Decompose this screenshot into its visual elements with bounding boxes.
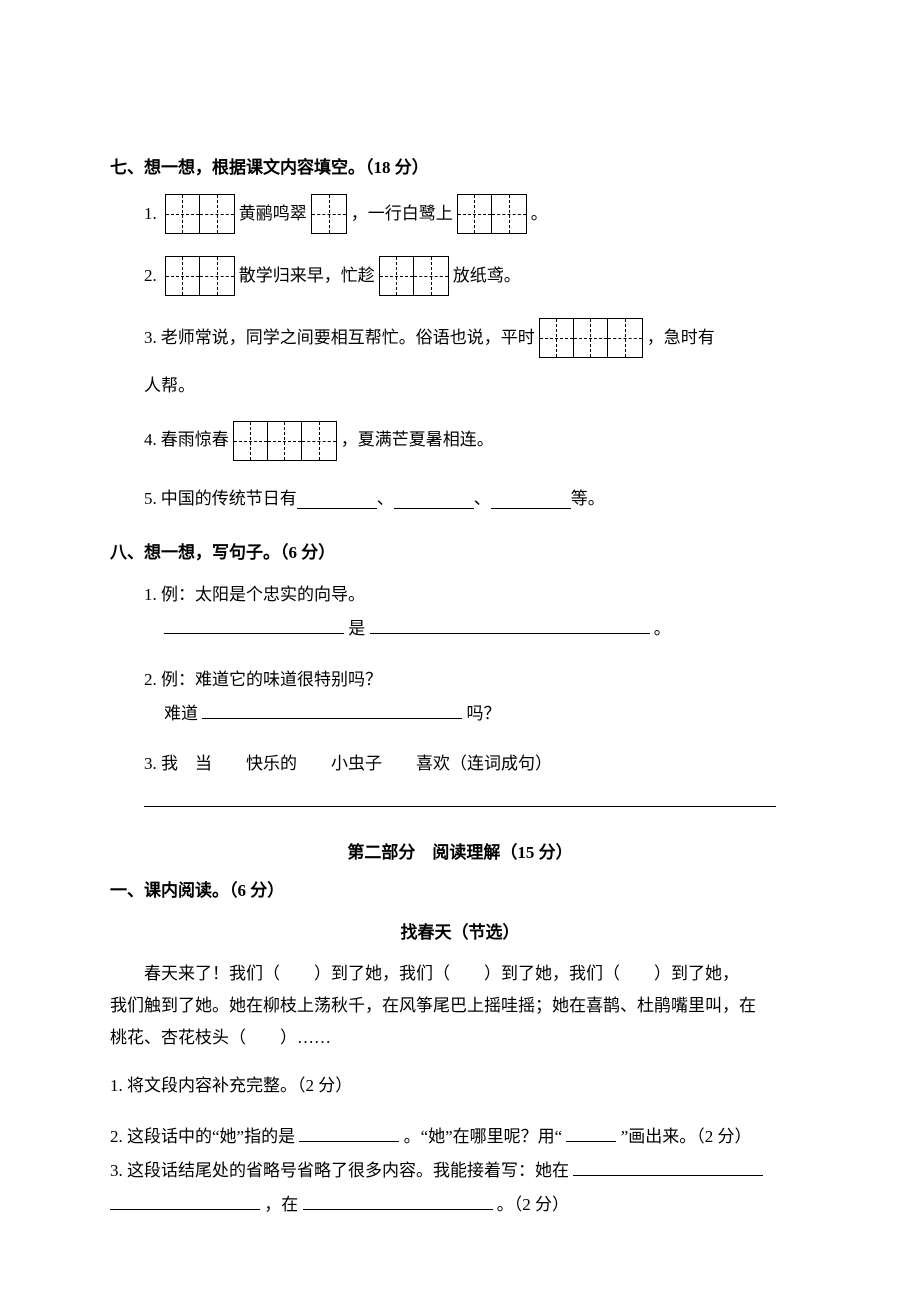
q3-pre: 老师常说，同学之间要相互帮忙。俗语也说，平时 [161,322,535,354]
q4-pre: 春雨惊春 [161,424,229,456]
r1-q2-pre: 2. 这段话中的“她”指的是 [110,1127,295,1146]
q3-mid: ，急时有 [647,322,715,354]
q5-pre: 中国的传统节日有 [161,483,297,515]
section7-q3-line1: 3. 老师常说，同学之间要相互帮忙。俗语也说，平时 ，急时有 [144,318,810,358]
s8-q2-tail: 吗？ [467,704,501,723]
q2-tail: 放纸鸢。 [453,260,521,292]
section7-title: 七、想一想，根据课文内容填空。（18 分） [110,152,810,184]
s8-q2-pre: 难道 [164,704,198,723]
r1-q2-blank2[interactable] [566,1141,616,1142]
reading1-passage-line2: 我们触到了她。她在柳枝上荡秋千，在风筝尾巴上摇哇摇；她在喜鹊、杜鹃嘴里叫，在 [110,990,810,1022]
section8-title: 八、想一想，写句子。（6 分） [110,537,810,569]
section8-q3: 3. 我 当 快乐的 小虫子 喜欢（连词成句） [144,748,810,780]
q4-boxes[interactable] [233,421,337,461]
s8-q1-blank2[interactable] [370,633,650,634]
q1-boxes3[interactable] [457,194,527,234]
r1-q3-pre: 3. 这段话结尾处的省略号省略了很多内容。我能接着写：她在 [110,1161,569,1180]
r1-q3-blank2[interactable] [110,1209,260,1210]
q3-num: 3. [144,322,157,354]
q5-sep2: 、 [474,483,491,515]
r1-q2-mid2: ”画出来。（2 分） [621,1127,752,1146]
section7-q1: 1. 黄鹂鸣翠 ，一行白鹭上 。 [144,194,810,234]
reading1-q1: 1. 将文段内容补充完整。（2 分） [110,1070,810,1102]
q5-tail: 等。 [571,483,605,515]
reading1-q3: 3. 这段话结尾处的省略号省略了很多内容。我能接着写：她在 ，在 。（2 分） [110,1155,810,1222]
q1-boxes2[interactable] [311,194,347,234]
q1-boxes1[interactable] [165,194,235,234]
q2-mid1: 散学归来早，忙趁 [239,260,375,292]
q5-blank2[interactable] [394,489,474,509]
reading1-passage-line1: 春天来了！我们（ ）到了她，我们（ ）到了她，我们（ ）到了她， [110,958,810,990]
page-root: 七、想一想，根据课文内容填空。（18 分） 1. 黄鹂鸣翠 ，一行白鹭上 。 2… [0,0,920,1302]
q1-num: 1. [144,198,157,230]
part2-title: 第二部分 阅读理解（15 分） [110,837,810,869]
q5-sep1: 、 [377,483,394,515]
q3-boxes[interactable] [539,318,643,358]
q2-boxes1[interactable] [165,256,235,296]
reading1-q2: 2. 这段话中的“她”指的是 。“她”在哪里呢？用“ ”画出来。（2 分） [110,1121,810,1153]
s8-q1-blank1[interactable] [164,633,344,634]
s8-q2-num: 2. [144,670,157,689]
r1-q2-blank1[interactable] [299,1141,399,1142]
reading1-passage-line3: 桃花、杏花枝头（ ）…… [110,1022,810,1054]
q2-boxes2[interactable] [379,256,449,296]
q1-mid1: 黄鹂鸣翠 [239,198,307,230]
s8-q1-mid: 是 [348,619,365,638]
q5-blank1[interactable] [297,489,377,509]
reading1-passage-title: 找春天（节选） [110,917,810,949]
r1-q2-mid1: 。“她”在哪里呢？用“ [404,1127,563,1146]
s8-q3-num: 3. [144,754,157,773]
reading1-title: 一、课内阅读。（6 分） [110,875,810,907]
r1-q3-blank1[interactable] [573,1175,763,1176]
q2-num: 2. [144,260,157,292]
section8-q1: 1. 例：太阳是个忠实的向导。 是 。 [144,579,810,646]
s8-q2-example: 例：难道它的味道很特别吗？ [161,670,382,689]
q5-blank3[interactable] [491,489,571,509]
section7-q3-line2: 人帮。 [144,370,810,402]
section7-q5: 5. 中国的传统节日有 、 、 等。 [144,483,810,515]
q4-tail: ，夏满芒夏暑相连。 [341,424,494,456]
s8-q1-tail: 。 [654,619,671,638]
q5-num: 5. [144,483,157,515]
s8-q3-answer-line[interactable] [144,805,776,807]
r1-q3-tail: 。（2 分） [497,1195,569,1214]
s8-q1-num: 1. [144,585,157,604]
s8-q1-example: 例：太阳是个忠实的向导。 [161,585,365,604]
q4-num: 4. [144,424,157,456]
q1-tail: 。 [531,198,548,230]
section8-q2: 2. 例：难道它的味道很特别吗？ 难道 吗？ [144,664,810,731]
s8-q3-words: 我 当 快乐的 小虫子 喜欢（连词成句） [161,754,552,773]
q1-mid2: ，一行白鹭上 [351,198,453,230]
section7-q4: 4. 春雨惊春 ，夏满芒夏暑相连。 [144,421,810,461]
s8-q2-blank[interactable] [202,718,462,719]
section7-q2: 2. 散学归来早，忙趁 放纸鸢。 [144,256,810,296]
r1-q3-blank3[interactable] [303,1209,493,1210]
q3-line2: 人帮。 [144,376,195,395]
r1-q1-text: 1. 将文段内容补充完整。（2 分） [110,1076,352,1095]
r1-q3-mid: ，在 [264,1195,298,1214]
